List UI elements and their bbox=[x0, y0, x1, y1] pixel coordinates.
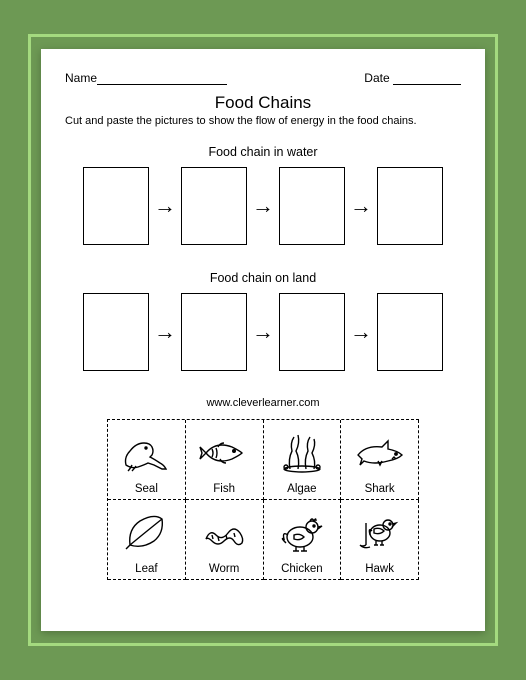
date-field: Date bbox=[364, 71, 461, 85]
arrow-icon: → bbox=[251, 195, 275, 217]
cutout-algae: Algae bbox=[264, 420, 342, 500]
leaf-icon bbox=[108, 500, 185, 563]
arrow-icon: → bbox=[349, 321, 373, 343]
chicken-icon bbox=[264, 500, 341, 563]
arrow-icon: → bbox=[251, 321, 275, 343]
cutout-label: Algae bbox=[287, 483, 316, 495]
name-field: Name bbox=[65, 71, 227, 85]
cutout-shark: Shark bbox=[341, 420, 419, 500]
cutout-label: Worm bbox=[209, 563, 239, 575]
cutout-fish: Fish bbox=[186, 420, 264, 500]
name-label: Name bbox=[65, 71, 97, 85]
arrow-icon: → bbox=[153, 195, 177, 217]
outer-frame: Name Date Food Chains Cut and paste the … bbox=[28, 34, 498, 646]
name-blank bbox=[97, 73, 227, 85]
cutout-label: Fish bbox=[213, 483, 235, 495]
land-chain-title: Food chain on land bbox=[65, 271, 461, 285]
shark-icon bbox=[341, 420, 418, 483]
cutout-label: Chicken bbox=[281, 563, 323, 575]
water-chain-title: Food chain in water bbox=[65, 145, 461, 159]
cutout-chicken: Chicken bbox=[264, 500, 342, 580]
cutout-hawk: Hawk bbox=[341, 500, 419, 580]
water-slot bbox=[181, 167, 247, 245]
date-label: Date bbox=[364, 71, 389, 85]
header-row: Name Date bbox=[65, 71, 461, 85]
cutout-label: Leaf bbox=[135, 563, 157, 575]
cutout-seal: Seal bbox=[108, 420, 186, 500]
land-slot bbox=[279, 293, 345, 371]
worm-icon bbox=[186, 500, 263, 563]
worksheet-page: Name Date Food Chains Cut and paste the … bbox=[41, 49, 485, 631]
water-slot bbox=[377, 167, 443, 245]
water-chain-row: → → → bbox=[65, 167, 461, 245]
algae-icon bbox=[264, 420, 341, 483]
cutout-label: Shark bbox=[365, 483, 395, 495]
land-chain-row: → → → bbox=[65, 293, 461, 371]
hawk-icon bbox=[341, 500, 418, 563]
footer-url: www.cleverlearner.com bbox=[65, 397, 461, 409]
land-slot bbox=[83, 293, 149, 371]
water-slot bbox=[83, 167, 149, 245]
water-slot bbox=[279, 167, 345, 245]
page-title: Food Chains bbox=[65, 93, 461, 113]
cutout-label: Seal bbox=[135, 483, 158, 495]
seal-icon bbox=[108, 420, 185, 483]
land-slot bbox=[377, 293, 443, 371]
date-blank bbox=[393, 73, 461, 85]
instructions-text: Cut and paste the pictures to show the f… bbox=[65, 115, 461, 127]
cutouts-grid: Seal Fish bbox=[107, 419, 419, 580]
arrow-icon: → bbox=[153, 321, 177, 343]
cutout-label: Hawk bbox=[365, 563, 394, 575]
land-slot bbox=[181, 293, 247, 371]
cutout-worm: Worm bbox=[186, 500, 264, 580]
arrow-icon: → bbox=[349, 195, 373, 217]
fish-icon bbox=[186, 420, 263, 483]
cutout-leaf: Leaf bbox=[108, 500, 186, 580]
